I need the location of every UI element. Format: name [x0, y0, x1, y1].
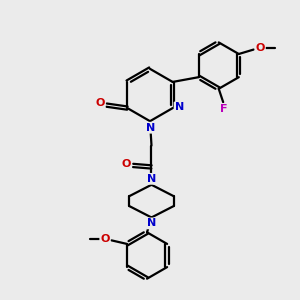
Text: N: N	[175, 103, 184, 112]
Text: O: O	[100, 234, 110, 244]
Text: N: N	[148, 218, 157, 228]
Text: O: O	[95, 98, 105, 108]
Text: F: F	[220, 104, 228, 114]
Text: N: N	[146, 123, 155, 133]
Text: N: N	[148, 174, 157, 184]
Text: O: O	[122, 159, 131, 169]
Text: O: O	[256, 43, 265, 53]
